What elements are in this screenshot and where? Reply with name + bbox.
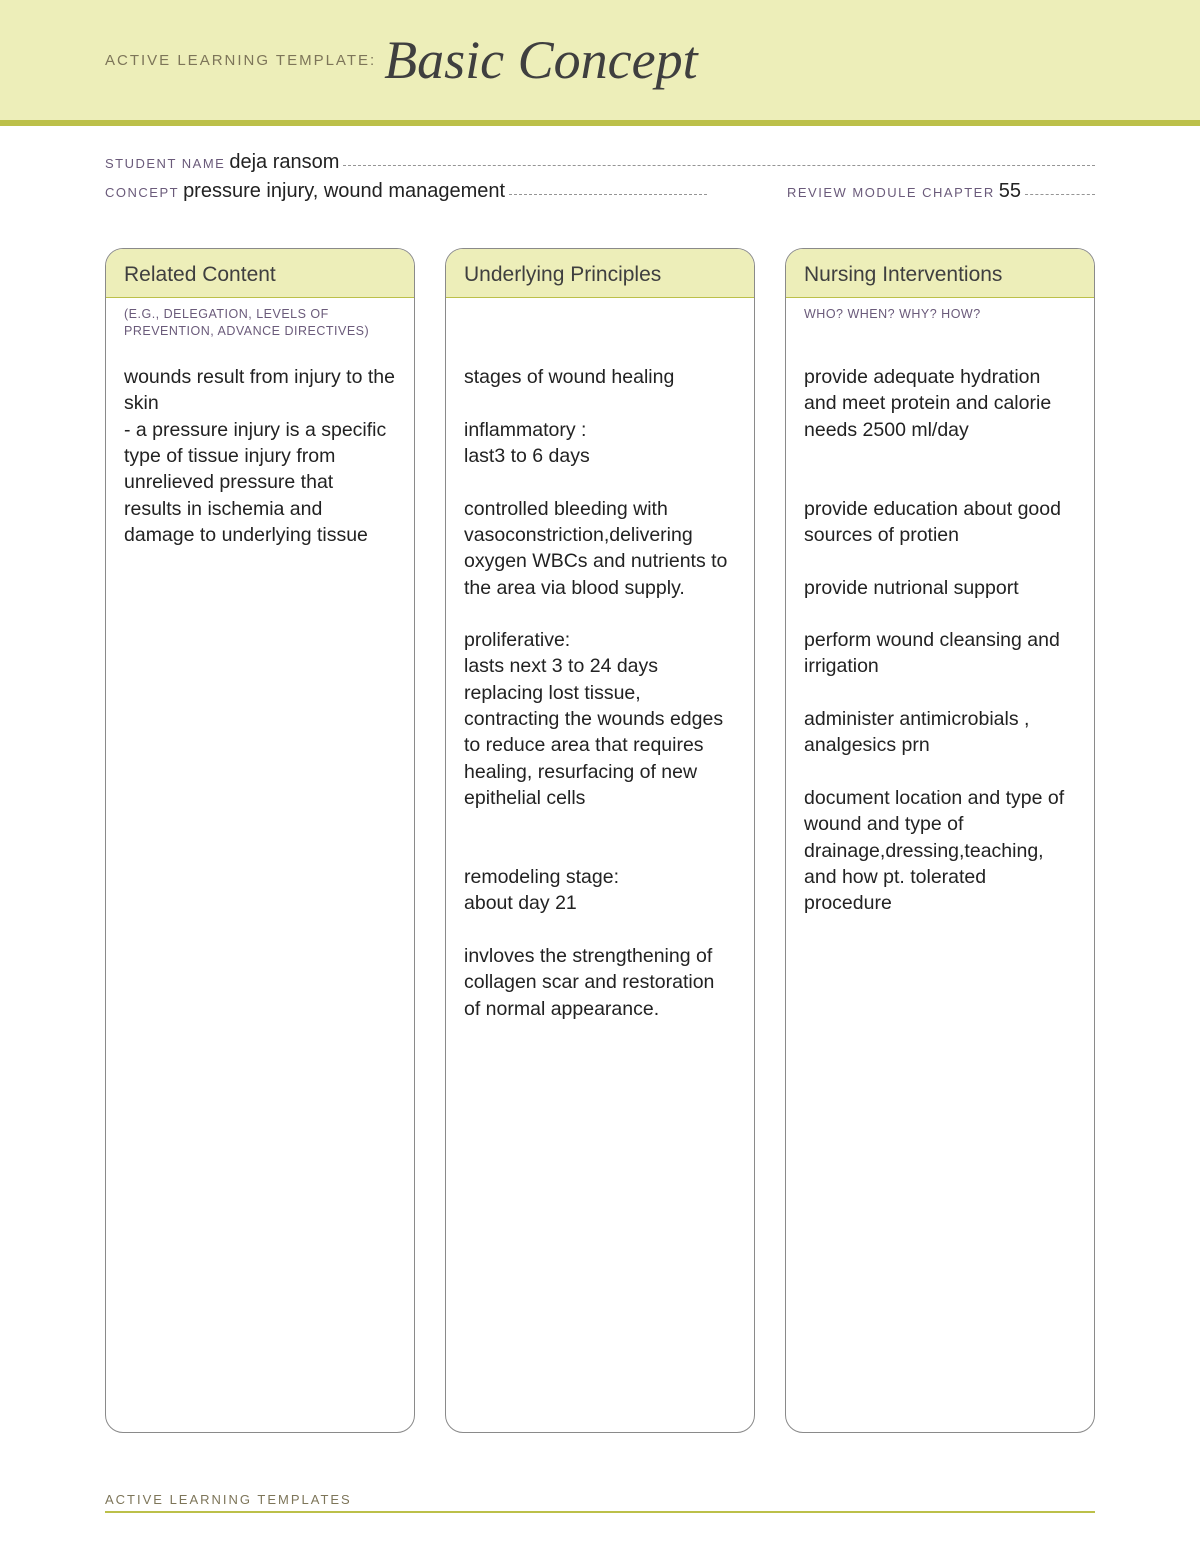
footer-rule	[105, 1511, 1095, 1513]
concept-row: CONCEPT pressure injury, wound managemen…	[105, 180, 1095, 203]
chapter-underline	[1025, 194, 1095, 195]
meta-section: STUDENT NAME deja ransom CONCEPT pressur…	[0, 126, 1200, 203]
student-label: STUDENT NAME	[105, 156, 225, 171]
header-prefix: ACTIVE LEARNING TEMPLATE:	[105, 52, 376, 69]
chapter-label: REVIEW MODULE CHAPTER	[787, 185, 995, 200]
card-subtitle	[446, 298, 754, 358]
card-subtitle: (E.G., DELEGATION, LEVELS OF PREVENTION,…	[106, 298, 414, 358]
footer-text: ACTIVE LEARNING TEMPLATES	[105, 1492, 1095, 1507]
concept-value: pressure injury, wound management	[183, 180, 505, 203]
concept-label: CONCEPT	[105, 185, 179, 200]
student-underline	[343, 165, 1095, 166]
card-related-content: Related Content (E.G., DELEGATION, LEVEL…	[105, 248, 415, 1433]
header-band: ACTIVE LEARNING TEMPLATE: Basic Concept	[0, 0, 1200, 120]
student-row: STUDENT NAME deja ransom	[105, 151, 1095, 174]
columns: Related Content (E.G., DELEGATION, LEVEL…	[0, 203, 1200, 1433]
card-subtitle: WHO? WHEN? WHY? HOW?	[786, 298, 1094, 358]
card-body: provide adequate hydration and meet prot…	[786, 358, 1094, 935]
card-title: Underlying Principles	[446, 249, 754, 298]
card-nursing-interventions: Nursing Interventions WHO? WHEN? WHY? HO…	[785, 248, 1095, 1433]
footer: ACTIVE LEARNING TEMPLATES	[105, 1492, 1095, 1513]
concept-underline	[509, 194, 707, 195]
card-underlying-principles: Underlying Principles stages of wound he…	[445, 248, 755, 1433]
card-body: wounds result from injury to the skin - …	[106, 358, 414, 566]
header-title: Basic Concept	[384, 29, 697, 91]
student-value: deja ransom	[229, 151, 339, 174]
chapter-value: 55	[999, 180, 1021, 203]
card-title: Related Content	[106, 249, 414, 298]
card-title: Nursing Interventions	[786, 249, 1094, 298]
card-body: stages of wound healing inflammatory : l…	[446, 358, 754, 1040]
